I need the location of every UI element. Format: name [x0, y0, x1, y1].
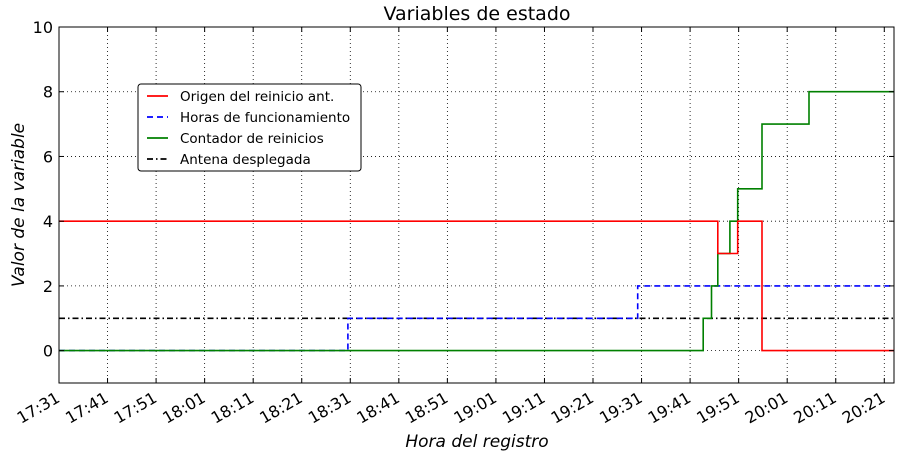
x-tick-label: 18:01	[159, 388, 208, 428]
x-tick-label: 20:11	[790, 388, 839, 428]
y-tick-label: 8	[43, 83, 53, 102]
legend-label: Antena desplegada	[180, 152, 311, 168]
plot-frame	[58, 26, 895, 384]
x-tick-label: 17:31	[14, 388, 63, 428]
y-tick-label: 0	[43, 342, 53, 361]
series-line-1	[59, 220, 894, 352]
x-tick-label: 18:11	[208, 388, 257, 428]
y-tick-label: 10	[33, 18, 53, 37]
x-tick-label: 17:41	[62, 388, 111, 428]
y-tick-label: 4	[43, 212, 53, 231]
legend-label: Origen del reinicio ant.	[180, 89, 334, 105]
x-tick-label: 19:51	[693, 388, 742, 428]
x-tick-label: 18:41	[353, 388, 402, 428]
x-tick-label: 20:21	[839, 388, 888, 428]
x-tick-label: 18:51	[402, 388, 451, 428]
x-tick-label: 19:41	[645, 388, 694, 428]
x-tick-label: 19:11	[499, 388, 548, 428]
series-line-3	[59, 90, 894, 352]
x-tick-label: 19:21	[548, 388, 597, 428]
x-tick-label: 18:31	[305, 388, 354, 428]
grid	[59, 27, 894, 383]
series-layer	[59, 90, 894, 352]
x-tick-label: 17:51	[111, 388, 160, 428]
x-axis-label: Hora del registro	[405, 432, 548, 451]
legend-box	[137, 83, 362, 172]
x-tick-label: 19:01	[450, 388, 499, 428]
legend-label: Horas de funcionamiento	[180, 110, 350, 126]
legend-label: Contador de reinicios	[180, 131, 324, 147]
y-axis-label: Valor de la variable	[9, 123, 29, 287]
y-tick-label: 6	[43, 147, 53, 166]
x-tick-label: 18:21	[256, 388, 305, 428]
x-tick-label: 19:31	[596, 388, 645, 428]
chart-title: Variables de estado	[383, 3, 570, 25]
legend: Origen del reinicio ant. Horas de funcion…	[137, 83, 362, 172]
x-tick-label: 20:01	[742, 388, 791, 428]
y-tick-label: 2	[43, 277, 53, 296]
plot-background	[59, 27, 894, 383]
